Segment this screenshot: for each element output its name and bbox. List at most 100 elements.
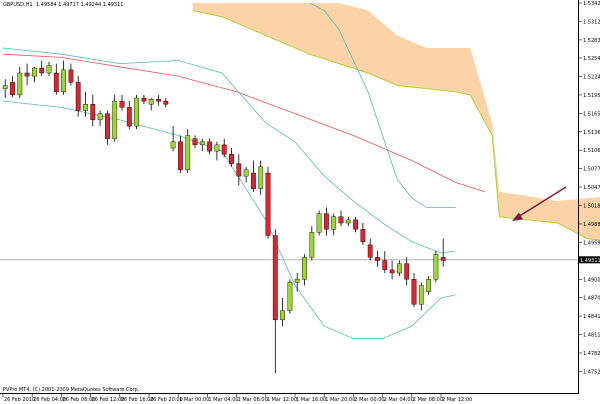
bull-candle-body: [97, 113, 103, 121]
current-price-marker: [579, 256, 600, 264]
price-tick-label: 1.49000: [583, 277, 600, 283]
symbol-label: GBPUSD,H1: [3, 2, 33, 8]
candle: [411, 273, 417, 308]
price-tick-label: 1.50475: [583, 185, 600, 191]
bull-candle-body: [61, 69, 67, 92]
bear-candle-body: [265, 172, 271, 236]
bear-candle-body: [382, 260, 388, 271]
current-price-label: 1.49311: [580, 258, 600, 264]
bear-candle-body: [389, 269, 395, 274]
candle: [61, 60, 67, 95]
bull-candle-body: [258, 166, 264, 189]
candle: [389, 260, 395, 280]
price-tick-label: 1.48705: [583, 296, 600, 302]
price-tick-label: 1.51360: [583, 130, 600, 136]
candle: [433, 251, 439, 283]
time-tick-label: 1 Mar 20:00: [325, 397, 355, 403]
time-tick-label: 2 Mar 12:00: [442, 397, 472, 403]
arrow-head-icon: [512, 212, 523, 221]
candle: [258, 160, 264, 195]
bull-candle-body: [309, 232, 315, 258]
bear-candle-body: [163, 100, 169, 105]
candle: [17, 66, 23, 98]
candle: [177, 135, 183, 173]
bull-candle-body: [2, 85, 8, 89]
bull-candle-body: [397, 263, 402, 274]
candle: [418, 282, 424, 311]
bear-candle-body: [104, 113, 110, 139]
candle: [97, 110, 103, 127]
bull-candle-body: [243, 169, 249, 177]
bear-candle-body: [119, 100, 125, 108]
bear-candle-body: [192, 138, 198, 146]
bear-candle-body: [353, 219, 358, 230]
time-tick-label: 1 Mar 08:00: [238, 397, 268, 403]
time-tick-label: 26 Feb 16:00: [121, 397, 154, 403]
candle: [345, 216, 351, 227]
candle: [250, 160, 256, 192]
candle: [426, 276, 431, 295]
candle: [404, 257, 410, 286]
candle: [199, 138, 205, 152]
candle: [360, 223, 366, 245]
bear-candle-body: [221, 144, 227, 155]
bear-candle-body: [24, 72, 30, 77]
bull-candle-body: [426, 279, 431, 292]
envelope-lower-line: [2, 100, 456, 340]
bear-candle-body: [53, 72, 59, 92]
bear-candle-body: [236, 163, 242, 177]
time-tick-label: 2 Mar 04:00: [384, 397, 414, 403]
candle: [134, 94, 139, 130]
price-tick-label: 1.49885: [583, 222, 600, 228]
candle: [185, 129, 191, 173]
bull-candle-body: [302, 257, 307, 280]
price-tick-label: 1.48410: [583, 314, 600, 320]
bear-candle-body: [126, 107, 132, 127]
candle: [90, 94, 96, 127]
bear-candle-body: [404, 263, 410, 280]
cloud-lower-edge: [192, 10, 600, 241]
candle: [331, 213, 337, 236]
candle: [75, 76, 81, 117]
price-tick-label: 1.47525: [583, 369, 600, 375]
price-tick-label: 1.51950: [583, 93, 600, 99]
candle: [382, 251, 388, 273]
time-tick-label: 26 Feb 12:00: [92, 397, 125, 403]
bull-candle-body: [46, 65, 52, 74]
price-axis: 1.53420 1.53125 1.52830 1.52540 1.52245 1.519…: [578, 1, 600, 375]
bull-candle-body: [134, 97, 139, 127]
candle: [272, 229, 278, 373]
price-tick-label: 1.52540: [583, 56, 600, 62]
price-tick-label: 1.52830: [583, 38, 600, 44]
candle: [104, 110, 110, 145]
bull-candle-body: [148, 99, 154, 105]
candle: [236, 154, 242, 186]
price-tick-label: 1.50180: [583, 204, 600, 210]
candle: [207, 138, 212, 155]
candle: [192, 135, 198, 148]
candle: [24, 63, 30, 86]
candle: [294, 273, 300, 292]
candle: [163, 98, 169, 108]
bear-candle-body: [338, 216, 344, 224]
moving-average-line: [2, 53, 485, 193]
candle: [440, 238, 446, 267]
time-tick-label: 2 Mar 00:00: [354, 397, 384, 403]
price-tick-label: 1.52245: [583, 74, 600, 80]
candle: [156, 94, 161, 106]
bear-candle-body: [440, 257, 446, 261]
candle: [287, 279, 293, 314]
bull-candle-body: [185, 135, 191, 171]
quote-values: 1.49584 1.49717 1.49244 1.49311: [36, 2, 123, 8]
bear-candle-body: [10, 82, 15, 96]
candlesticks: [2, 60, 446, 373]
bear-candle-body: [68, 69, 74, 83]
bull-candle-body: [214, 144, 220, 152]
candle: [46, 61, 52, 77]
bull-candle-body: [316, 213, 322, 233]
bull-candle-body: [287, 282, 293, 311]
candle: [338, 210, 344, 227]
cloud-area: [192, 3, 600, 241]
